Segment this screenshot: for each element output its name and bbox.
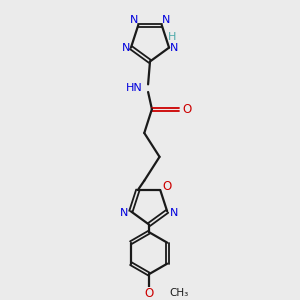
Text: O: O [183, 103, 192, 116]
Text: N: N [170, 208, 178, 218]
Text: O: O [144, 287, 154, 300]
Text: N: N [122, 43, 130, 52]
Text: CH₃: CH₃ [169, 288, 188, 298]
Text: O: O [162, 180, 172, 193]
Text: N: N [120, 208, 128, 218]
Text: HN: HN [126, 83, 142, 93]
Text: N: N [170, 43, 178, 52]
Text: H: H [168, 32, 177, 42]
Text: N: N [161, 14, 170, 25]
Text: N: N [130, 14, 139, 25]
